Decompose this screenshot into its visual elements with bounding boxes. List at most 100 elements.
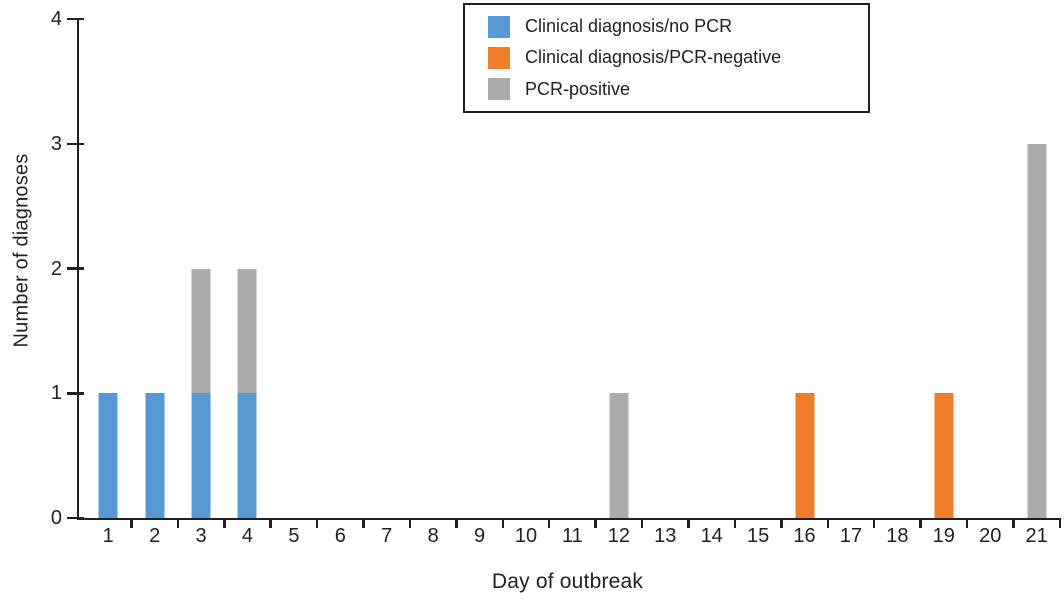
x-tick-label: 4 [241, 525, 254, 547]
legend-item: Clinical diagnosis/no PCR [488, 15, 862, 38]
legend-label: Clinical diagnosis/PCR-negative [525, 47, 782, 68]
y-tick-label: 0 [50, 507, 62, 529]
x-axis-tick [919, 518, 922, 528]
day-column: 21 [1013, 19, 1062, 547]
y-axis-tick [67, 17, 84, 21]
y-axis-tick [67, 392, 84, 395]
x-tick-label: 20 [979, 525, 1002, 547]
x-axis-tick [455, 518, 458, 528]
day-column: 20 [967, 19, 1015, 547]
day-column: 16 [781, 19, 829, 547]
x-tick-label: 19 [932, 525, 955, 547]
bar-segment [237, 393, 257, 518]
x-tick-label: 16 [793, 525, 816, 547]
day-column: 8 [410, 19, 458, 547]
bar-segment [191, 268, 211, 394]
x-tick-label: 3 [195, 525, 207, 547]
bar-segment [795, 393, 815, 518]
x-tick-label: 11 [562, 525, 583, 547]
y-axis-title-box: Number of diagnoses [0, 0, 44, 500]
day-column: 5 [271, 19, 319, 547]
day-column: 11 [549, 19, 597, 547]
x-axis-tick [362, 518, 365, 528]
x-tick-label: 2 [149, 525, 161, 547]
x-axis-tick [223, 518, 226, 528]
day-column: 13 [642, 19, 690, 547]
x-axis-tick [501, 518, 505, 528]
legend-swatch [488, 78, 510, 101]
y-tick-label: 4 [50, 8, 62, 30]
y-tick-label: 3 [50, 132, 62, 155]
x-tick-label: 8 [427, 525, 439, 547]
legend-swatch [488, 46, 510, 69]
x-tick-label: 17 [839, 525, 863, 547]
x-axis-tick [1012, 518, 1015, 528]
day-column: 19 [921, 19, 969, 547]
bar-stack [934, 393, 954, 518]
x-axis-tick [547, 518, 551, 528]
bar-segment [237, 268, 257, 394]
day-column: 4 [224, 19, 272, 547]
bar-segment [145, 393, 165, 518]
day-column: 15 [735, 19, 783, 547]
bar-stack [98, 393, 118, 518]
day-column: 18 [874, 19, 922, 547]
x-axis-tick [176, 518, 180, 528]
day-column: 2 [131, 19, 180, 547]
y-tick-label: 1 [50, 382, 62, 405]
bar-stack [191, 268, 211, 518]
x-axis-tick [780, 518, 783, 528]
day-column: 1 [85, 19, 133, 547]
x-axis-tick [315, 518, 319, 528]
legend-item: PCR-positive [488, 78, 862, 101]
x-axis-tick [130, 518, 133, 528]
x-axis-tick [269, 518, 272, 528]
y-axis-title: Number of diagnoses [10, 153, 33, 347]
y-axis-tick [67, 267, 84, 270]
x-axis-tick [1058, 518, 1062, 528]
bar-bins: 1 2 3 4 5 6 7 8 9 10 11 12 13 14 15 16 17 18 19 20 21 [85, 19, 1062, 547]
x-tick-label: 1 [102, 525, 114, 547]
x-tick-label: 10 [514, 525, 538, 547]
x-axis-tick [687, 518, 690, 528]
day-column: 3 [178, 19, 226, 547]
y-tick-label: 2 [50, 257, 62, 280]
bar-stack [609, 393, 629, 518]
x-tick-label: 5 [288, 525, 300, 547]
x-axis-title: Day of outbreak [491, 570, 644, 593]
x-axis-tick [594, 518, 597, 528]
legend: Clinical diagnosis/no PCR Clinical diagno… [463, 3, 870, 113]
day-column: 7 [364, 19, 412, 547]
x-tick-label: 6 [334, 525, 346, 547]
x-axis-tick [408, 518, 412, 528]
x-tick-label: 15 [746, 525, 770, 547]
legend-label: PCR-positive [525, 78, 631, 99]
bar-segment [191, 393, 211, 518]
bar-stack [1027, 143, 1047, 518]
day-column: 9 [456, 19, 505, 547]
x-tick-label: 21 [1025, 525, 1048, 547]
day-column: 17 [828, 19, 876, 547]
day-column: 10 [503, 19, 551, 547]
x-axis-tick [872, 518, 876, 528]
x-tick-label: 9 [474, 525, 486, 547]
x-tick-label: 13 [654, 525, 677, 547]
x-axis-tick [733, 518, 737, 528]
y-axis-tick [67, 516, 84, 520]
bar-stack [145, 393, 165, 518]
legend-item: Clinical diagnosis/PCR-negative [488, 46, 862, 69]
day-column: 6 [317, 19, 365, 547]
bar-stack [237, 268, 257, 518]
y-axis-tick [67, 142, 84, 145]
day-column: 12 [596, 19, 644, 547]
bar-segment [98, 393, 118, 518]
bar-stack [795, 393, 815, 518]
x-axis-tick [826, 518, 829, 528]
x-tick-label: 14 [700, 525, 723, 547]
x-axis-tick [640, 518, 644, 528]
bar-segment [934, 393, 954, 518]
legend-label: Clinical diagnosis/no PCR [525, 16, 733, 37]
bar-segment [1027, 143, 1047, 518]
legend-swatch [488, 15, 510, 38]
